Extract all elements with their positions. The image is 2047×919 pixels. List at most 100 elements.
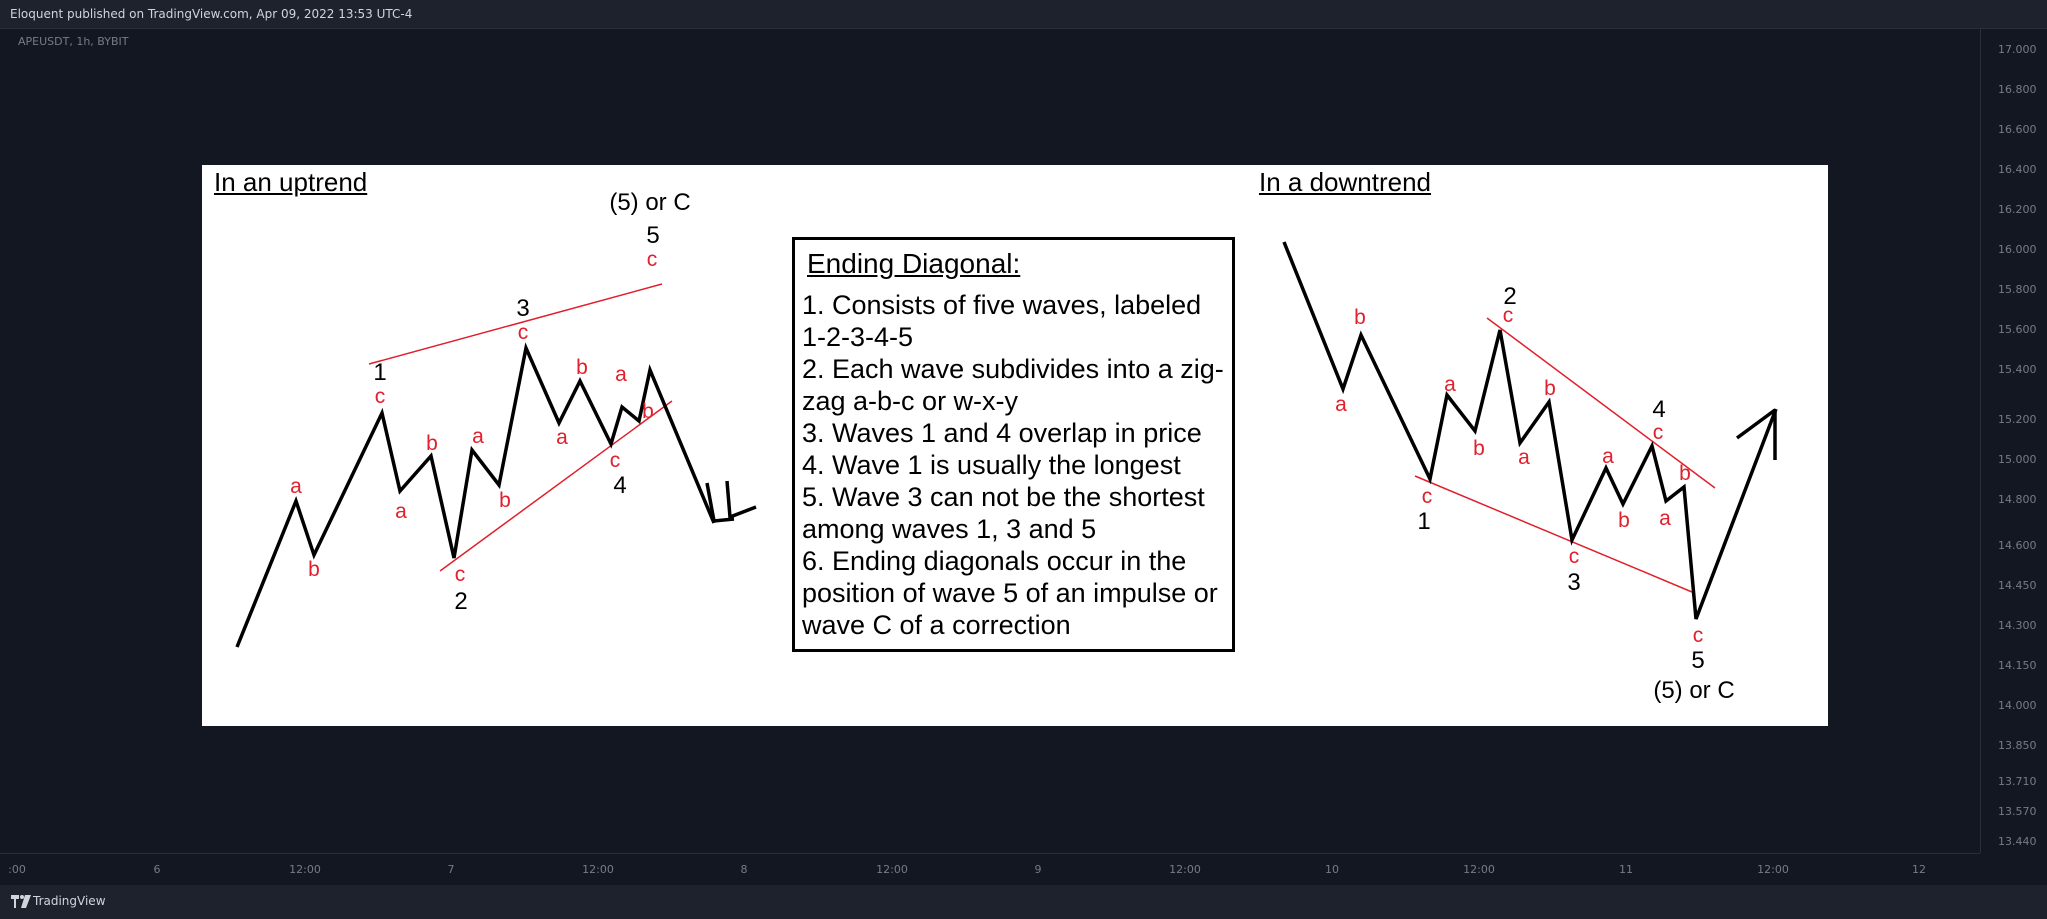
price-tick-label: 15.200 bbox=[1998, 413, 2037, 426]
price-tick-label: 14.150 bbox=[1998, 659, 2037, 672]
up-arrow-head bbox=[725, 480, 757, 520]
time-tick-label: 7 bbox=[447, 863, 455, 876]
time-axis[interactable] bbox=[0, 853, 1980, 885]
time-tick-label: 12:00 bbox=[289, 863, 321, 876]
price-tick-label: 13.710 bbox=[1998, 775, 2037, 788]
up-sub-label: c bbox=[518, 321, 529, 344]
up-sub-label: a bbox=[472, 425, 484, 448]
price-tick-label: 14.000 bbox=[1998, 699, 2037, 712]
price-tick-label: 16.400 bbox=[1998, 163, 2037, 176]
price-tick-label: 13.850 bbox=[1998, 739, 2037, 752]
down-sub-label: a bbox=[1335, 393, 1347, 416]
down-sub-label: c bbox=[1503, 304, 1514, 327]
up-wave-3-label: 3 bbox=[516, 295, 529, 322]
downtrend-diagram: a b c a b c a b c a b c a b c 1 2 3 4 5 … bbox=[1282, 241, 1778, 704]
down-target-label: (5) or C bbox=[1653, 677, 1734, 704]
rule-item: 6. Ending diagonals occur in the positio… bbox=[802, 546, 1218, 640]
tradingview-logo-icon bbox=[11, 895, 31, 908]
down-channel-upper bbox=[1486, 317, 1716, 489]
brand-name: TradingView bbox=[33, 894, 106, 908]
ending-diagonal-box: Ending Diagonal: 1. Consists of five wav… bbox=[792, 237, 1235, 652]
time-tick-label: 12:00 bbox=[1757, 863, 1789, 876]
up-sub-label: a bbox=[556, 426, 568, 449]
up-sub-label: b bbox=[642, 400, 654, 423]
price-tick-label: 16.600 bbox=[1998, 123, 2037, 136]
uptrend-diagram: a b c a b c a b c a b c a b c 1 2 3 4 5 … bbox=[235, 189, 757, 648]
rule-item: 3. Waves 1 and 4 overlap in price bbox=[802, 418, 1202, 448]
time-tick-label: 8 bbox=[740, 863, 748, 876]
time-tick-label: 6 bbox=[153, 863, 161, 876]
time-tick-label: 12:00 bbox=[1169, 863, 1201, 876]
footer-bar: TradingView bbox=[0, 885, 2047, 919]
up-sub-label: b bbox=[308, 558, 320, 581]
education-panel: a b c a b c a b c a b c a b c 1 2 3 4 5 … bbox=[202, 165, 1828, 726]
down-sub-label: a bbox=[1659, 507, 1671, 530]
down-sub-label: b bbox=[1618, 509, 1630, 532]
price-tick-label: 16.200 bbox=[1998, 203, 2037, 216]
up-sub-label: b bbox=[426, 432, 438, 455]
down-sub-label: c bbox=[1569, 545, 1580, 568]
price-tick-label: 15.400 bbox=[1998, 363, 2037, 376]
ending-diagonal-heading: Ending Diagonal: bbox=[807, 248, 1021, 279]
price-tick-label: 16.800 bbox=[1998, 83, 2037, 96]
down-wave-2-label: 2 bbox=[1503, 283, 1516, 310]
down-wave-1-label: 1 bbox=[1417, 508, 1430, 535]
down-wave-4-label: 4 bbox=[1652, 396, 1665, 423]
price-tick-label: 14.800 bbox=[1998, 493, 2037, 506]
down-sub-label: b bbox=[1354, 306, 1366, 329]
up-channel-lower bbox=[439, 400, 673, 572]
up-target-label: (5) or C bbox=[609, 189, 690, 216]
time-tick-label: 11 bbox=[1619, 863, 1633, 876]
up-sub-label: a bbox=[395, 500, 407, 523]
up-sub-label: a bbox=[615, 363, 627, 386]
up-wave-path bbox=[235, 342, 716, 648]
time-tick-label: :00 bbox=[8, 863, 26, 876]
rule-item: 1. Consists of five waves, labeled 1-2-3… bbox=[802, 290, 1202, 352]
down-sub-label: b bbox=[1544, 377, 1556, 400]
up-wave-2-label: 2 bbox=[454, 588, 467, 615]
time-tick-label: 10 bbox=[1325, 863, 1339, 876]
time-tick-label: 12 bbox=[1912, 863, 1926, 876]
down-wave-5-label: 5 bbox=[1691, 647, 1704, 674]
time-tick-label: 12:00 bbox=[582, 863, 614, 876]
time-tick-label: 12:00 bbox=[876, 863, 908, 876]
price-axis[interactable] bbox=[1980, 29, 2047, 853]
downtrend-title: In a downtrend bbox=[1259, 167, 1432, 197]
up-sub-label: c bbox=[455, 563, 466, 586]
down-sub-label: c bbox=[1653, 421, 1664, 444]
down-sub-label: a bbox=[1444, 373, 1456, 396]
down-sub-label: b bbox=[1473, 437, 1485, 460]
rule-item: 2. Each wave subdivides into a zig-zag a… bbox=[802, 354, 1224, 416]
down-arrow-head-2 bbox=[1735, 408, 1777, 440]
publish-info: Eloquent published on TradingView.com, A… bbox=[10, 7, 413, 21]
ending-diagonal-list: 1. Consists of five waves, labeled 1-2-3… bbox=[802, 289, 1225, 641]
up-sub-label: c bbox=[647, 248, 658, 271]
up-sub-label: b bbox=[576, 356, 588, 379]
rule-item: 5. Wave 3 can not be the shortest among … bbox=[802, 482, 1205, 544]
time-tick-label: 9 bbox=[1034, 863, 1042, 876]
up-wave-5-label: 5 bbox=[646, 222, 659, 249]
price-tick-label: 14.600 bbox=[1998, 539, 2037, 552]
up-wave-4-label: 4 bbox=[613, 472, 626, 499]
price-tick-label: 16.000 bbox=[1998, 243, 2037, 256]
symbol-label: APEUSDT, 1h, BYBIT bbox=[18, 35, 129, 48]
price-tick-label: 17.000 bbox=[1998, 43, 2037, 56]
up-sub-label: a bbox=[290, 475, 302, 498]
down-sub-label: c bbox=[1693, 624, 1704, 647]
up-sub-label: c bbox=[375, 385, 386, 408]
down-wave-path bbox=[1282, 241, 1778, 620]
up-wave-1-label: 1 bbox=[373, 359, 386, 386]
down-sub-label: a bbox=[1602, 445, 1614, 468]
price-tick-label: 14.300 bbox=[1998, 619, 2037, 632]
price-tick-label: 13.570 bbox=[1998, 805, 2037, 818]
uptrend-title: In an uptrend bbox=[214, 167, 368, 197]
time-tick-label: 12:00 bbox=[1463, 863, 1495, 876]
price-tick-label: 14.450 bbox=[1998, 579, 2037, 592]
up-arrow-tail bbox=[705, 482, 735, 523]
publish-header: Eloquent published on TradingView.com, A… bbox=[0, 0, 2047, 29]
price-tick-label: 15.800 bbox=[1998, 283, 2037, 296]
up-sub-label: b bbox=[499, 489, 511, 512]
down-sub-label: a bbox=[1518, 446, 1530, 469]
price-tick-label: 15.600 bbox=[1998, 323, 2037, 336]
down-sub-label: b bbox=[1679, 462, 1691, 485]
